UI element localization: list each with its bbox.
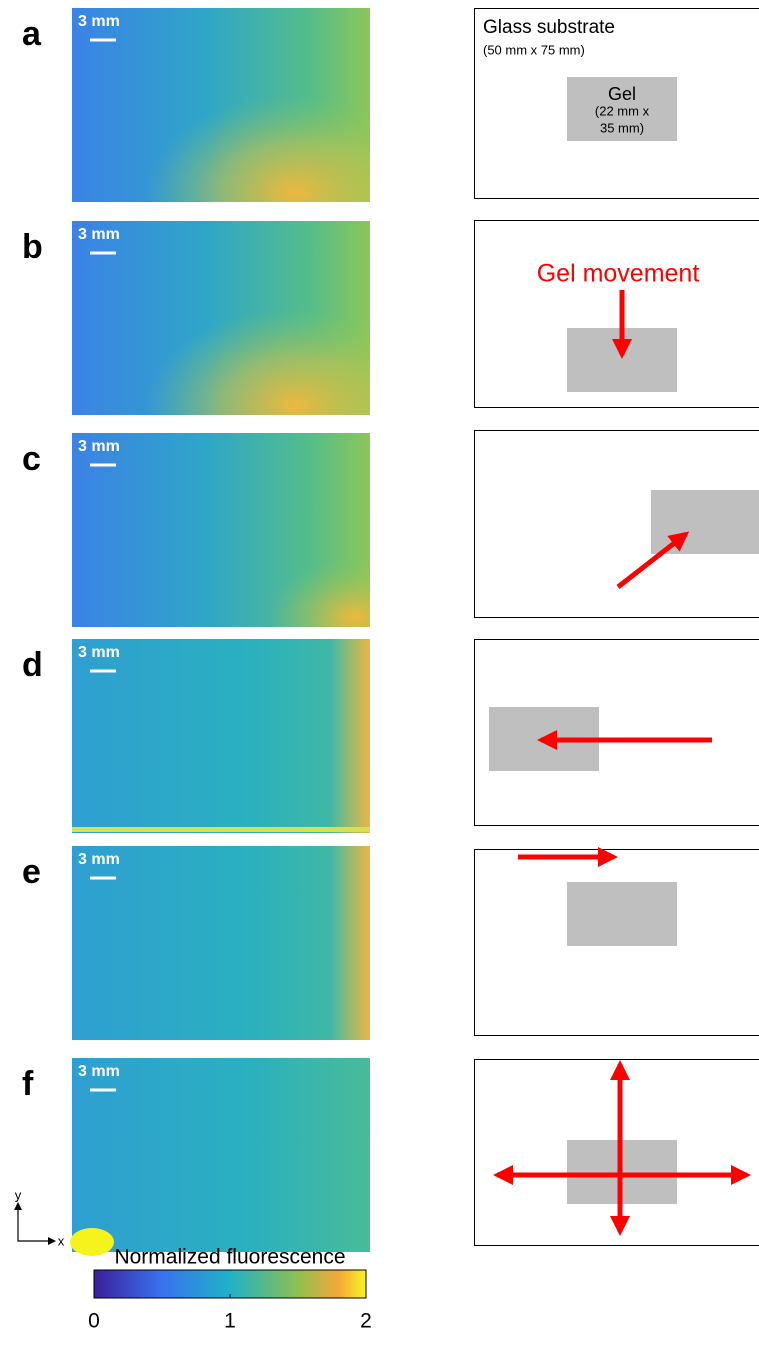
gel-size: 35 mm) [600, 120, 644, 135]
gel [651, 490, 759, 554]
gel-size: (22 mm x [595, 103, 650, 118]
panel-label: e [22, 853, 41, 891]
movement-label: Gel movement [537, 260, 700, 288]
scale-bar-label: 3 mm [78, 13, 120, 30]
gel-label: Gel [608, 84, 636, 104]
panel-label: c [22, 440, 41, 478]
substrate-box [474, 220, 759, 408]
fluorescence-image [72, 639, 370, 833]
axis-arrows [17, 1204, 54, 1242]
bright-region [72, 433, 370, 627]
panel-label: f [22, 1065, 34, 1103]
scale-bar-label: 3 mm [78, 851, 120, 868]
gel [567, 882, 677, 946]
colorbar [93, 1269, 367, 1299]
movement-arrow [616, 531, 690, 589]
bright-edge [330, 846, 370, 1040]
scale-bar-label: 3 mm [78, 644, 120, 661]
colorbar-tick-label: 0 [88, 1310, 100, 1333]
fluorescence-image [72, 846, 370, 1040]
colorbar-label: Normalized fluorescence [114, 1246, 345, 1269]
bright-edge [72, 827, 370, 832]
axis-label-x: x [58, 1233, 65, 1248]
panel-label: b [22, 228, 43, 266]
bright-region [70, 1228, 114, 1256]
colorbar-tick-label: 2 [360, 1310, 372, 1333]
substrate-box [474, 849, 759, 1036]
bright-region [72, 8, 370, 202]
panel-label: d [22, 646, 43, 684]
scale-bar-label: 3 mm [78, 1063, 120, 1080]
bright-region [72, 221, 370, 415]
gel [567, 77, 677, 141]
substrate-box [474, 1059, 759, 1246]
substrate-size: (50 mm x 75 mm) [483, 42, 585, 57]
scale-bar-label: 3 mm [78, 226, 120, 243]
scale-bar-label: 3 mm [78, 438, 120, 455]
substrate-box [474, 8, 759, 199]
substrate-box [474, 430, 759, 618]
substrate-label: Glass substrate [483, 17, 615, 38]
arrow-head [14, 1202, 56, 1245]
panel-label: a [22, 15, 42, 53]
colorbar-tick-label: 1 [224, 1310, 236, 1333]
fluorescence-image [72, 1058, 370, 1252]
substrate-box [474, 639, 759, 826]
axis-label-y: y [15, 1187, 22, 1202]
bright-edge [330, 639, 370, 833]
